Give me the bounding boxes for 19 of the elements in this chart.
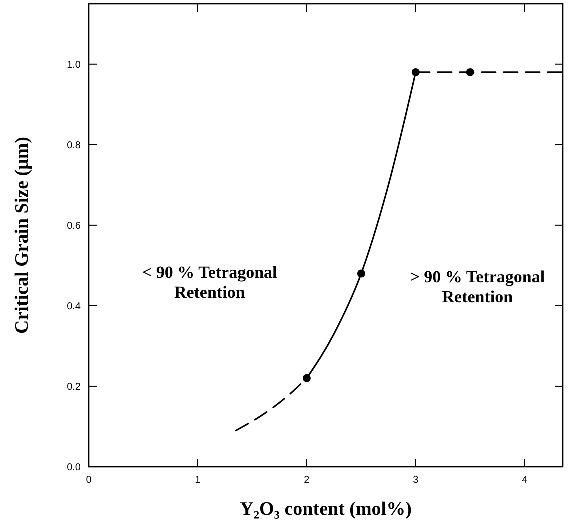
y-axis-title: Critical Grain Size (μm) (12, 136, 33, 334)
y-tick-label: 0.6 (67, 220, 82, 232)
annotation: < 90 % Tetragonal Retention (142, 262, 278, 302)
point (466, 68, 474, 76)
x-tick-label: 4 (522, 475, 528, 486)
annotation: > 90 % Tetragonal Retention (410, 268, 546, 307)
point (357, 270, 366, 278)
x-tick-label: 3 (413, 475, 420, 486)
point (302, 374, 311, 382)
x-tick-label: 0 (86, 475, 92, 486)
y-tick-label: 0.2 (67, 382, 82, 393)
y-tick-label: 1.0 (67, 60, 82, 71)
point (412, 68, 420, 76)
x-tick-label: 2 (304, 475, 310, 486)
y-tick-label: 0.0 (67, 462, 82, 474)
y-tick-label: 0.8 (67, 140, 82, 152)
x-axis-title: Y₂O₃ content (mol%) (240, 499, 412, 520)
x-tick-label: 1 (195, 475, 202, 486)
y-tick-label: 0.4 (67, 301, 82, 312)
